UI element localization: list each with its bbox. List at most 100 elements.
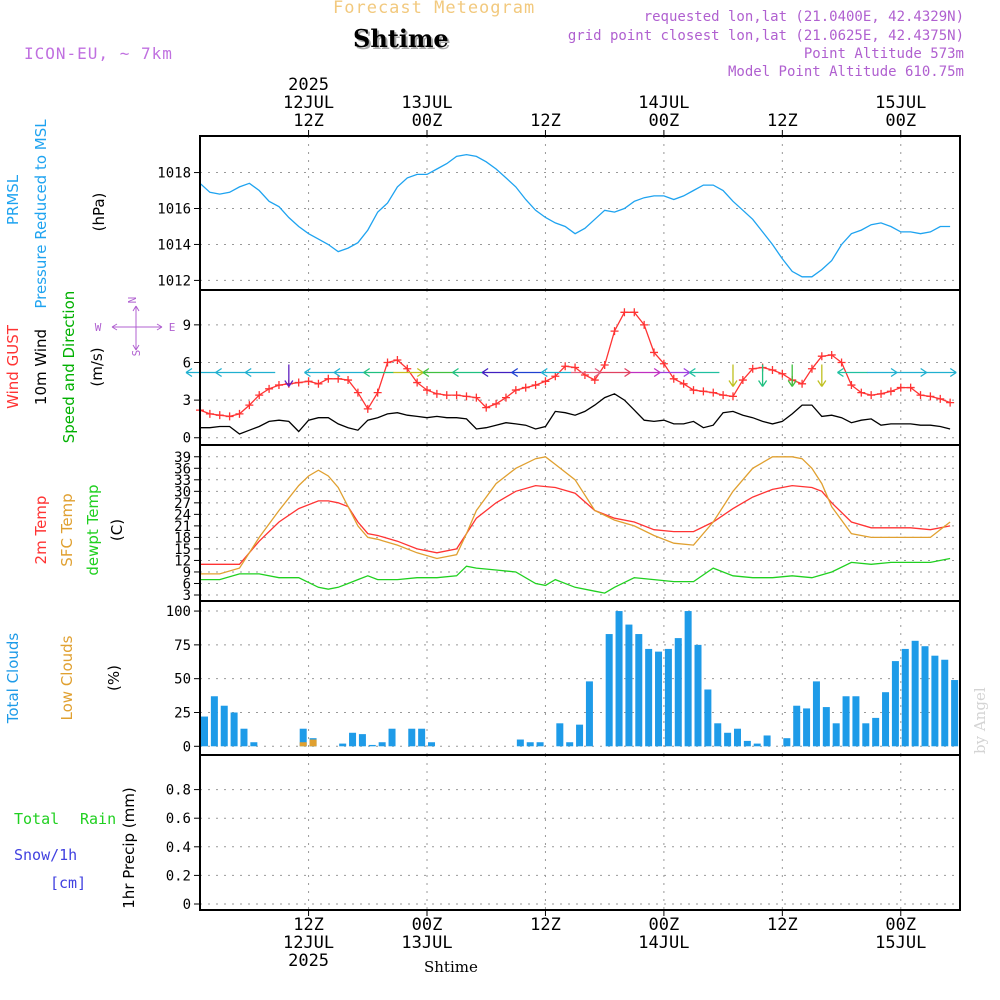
time-label-bottom: 12JUL	[283, 933, 334, 953]
gust-marker	[906, 383, 915, 392]
y-tick-label-clouds: 50	[174, 672, 191, 688]
gust-marker	[225, 412, 234, 421]
time-label-bottom: 15JUL	[875, 933, 926, 953]
wind-direction-arrow	[215, 367, 246, 378]
bar-clouds	[339, 743, 347, 747]
wind-direction-arrow	[600, 367, 631, 378]
series-line-temperature	[200, 456, 951, 575]
bar-clouds	[358, 734, 366, 747]
time-label-bottom: 00Z	[649, 915, 680, 935]
time-label-top: 12JUL	[283, 93, 334, 113]
bar-clouds	[803, 708, 811, 747]
wind-direction-arrow	[452, 367, 483, 378]
y-tick-label-wind: 9	[183, 318, 191, 334]
gust-marker	[768, 366, 777, 375]
y-tick-label-temperature: 21	[174, 519, 191, 535]
gust-marker	[205, 409, 214, 418]
panel-label-clouds: (%)	[105, 665, 123, 691]
bar-clouds	[526, 742, 534, 747]
gust-marker	[847, 381, 856, 390]
gust-marker	[314, 379, 323, 388]
compass-west: W	[95, 321, 102, 334]
panel-label-temperature: SFC Temp	[58, 493, 76, 566]
wind-direction-arrow	[926, 367, 957, 378]
wind-direction-arrow	[758, 364, 768, 387]
gust-marker	[610, 327, 619, 336]
gust-marker	[867, 391, 876, 400]
panel-label-wind: Wind GUST	[4, 324, 22, 409]
y-tick-label-temperature: 24	[174, 507, 191, 523]
y-tick-label-temperature: 6	[183, 576, 191, 592]
bar-clouds	[516, 739, 524, 747]
y-tick-label-pressure: 1014	[157, 237, 191, 253]
gust-marker	[590, 376, 599, 385]
bar-clouds	[842, 696, 850, 747]
time-label-top: 00Z	[412, 111, 443, 131]
gust-marker	[363, 404, 372, 413]
gust-marker	[719, 391, 728, 400]
bar-clouds	[536, 742, 544, 747]
y-tick-label-clouds: 75	[174, 638, 191, 654]
wind-direction-arrow	[787, 364, 797, 387]
gust-marker	[255, 391, 264, 400]
gust-marker	[600, 360, 609, 369]
requested-coordinates: requested lon,lat (21.0400E, 42.4329N)	[643, 9, 964, 25]
bar-clouds	[793, 705, 801, 747]
panel-label-wind: Speed and Direction	[60, 291, 78, 444]
wind-direction-arrow	[422, 367, 453, 378]
gust-marker	[531, 381, 540, 390]
y-tick-label-temperature: 33	[174, 473, 191, 489]
bar-clouds	[901, 648, 909, 747]
y-tick-label-pressure: 1012	[157, 273, 191, 289]
y-tick-label-temperature: 30	[174, 484, 191, 500]
y-tick-label-precip: 0	[183, 897, 191, 913]
wind-direction-arrow	[896, 367, 928, 378]
gust-marker	[235, 409, 244, 418]
gust-marker	[344, 376, 353, 385]
series-line-pressure	[199, 153, 951, 278]
series-line-temperature	[200, 484, 951, 565]
y-tick-label-temperature: 39	[174, 450, 191, 466]
wind-direction-arrow	[363, 367, 394, 378]
bar-clouds	[674, 638, 682, 747]
model-point-altitude: Model Point Altitude 610.75m	[727, 64, 964, 80]
gust-marker	[541, 377, 550, 386]
y-tick-label-clouds: 25	[174, 705, 191, 721]
gust-marker	[778, 369, 787, 378]
gust-marker	[748, 364, 757, 373]
grid-point-coordinates: grid point closest lon,lat (21.0625E, 42…	[567, 28, 964, 44]
wind-direction-arrow	[867, 367, 898, 378]
time-label-bottom: 2025	[288, 951, 329, 971]
bar-clouds	[388, 728, 396, 747]
wind-direction-arrow	[837, 367, 868, 378]
gust-marker	[294, 378, 303, 387]
gust-marker	[817, 352, 826, 361]
bar-clouds	[655, 651, 663, 747]
bar-clouds	[250, 742, 258, 747]
gust-marker	[827, 350, 836, 359]
precip-label-rain: Rain	[80, 810, 116, 828]
y-tick-label-precip: 0.8	[166, 783, 191, 799]
y-tick-label-precip: 0.2	[166, 868, 191, 884]
compass-north: N	[126, 297, 139, 304]
precip-label-snow: Snow/1h	[14, 846, 77, 864]
gust-marker	[669, 374, 678, 383]
wind-direction-arrow	[304, 367, 335, 378]
location-name: Shtime	[353, 24, 449, 53]
gust-marker	[946, 398, 955, 407]
y-tick-label-clouds: 0	[183, 739, 191, 755]
panel-clouds: 0 25 50 75 100 Total Clouds Low Clouds (%)	[4, 600, 961, 756]
bar-clouds	[299, 728, 307, 747]
time-label-top: 00Z	[649, 111, 680, 131]
bar-clouds	[684, 611, 692, 747]
gust-marker	[511, 386, 520, 395]
gust-marker	[620, 308, 629, 317]
gust-marker	[501, 393, 510, 402]
credit-text: by Angel	[971, 687, 989, 754]
gust-marker	[462, 392, 471, 401]
panel-label-temperature: dewpt Temp	[84, 484, 102, 575]
gust-marker	[353, 388, 362, 397]
bar-clouds	[635, 634, 643, 747]
